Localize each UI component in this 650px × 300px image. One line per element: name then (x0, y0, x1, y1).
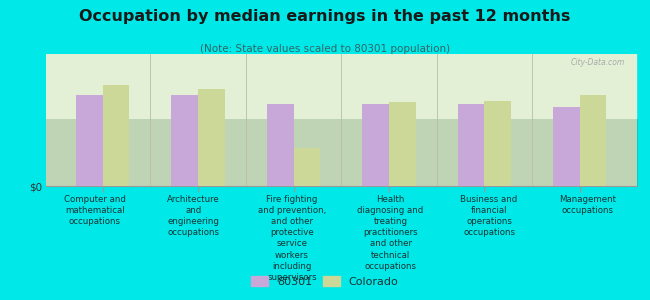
Text: Occupation by median earnings in the past 12 months: Occupation by median earnings in the pas… (79, 9, 571, 24)
Bar (484, 100, 511, 186)
Bar (76, 95, 103, 186)
Text: Architecture
and
engineering
occupations: Architecture and engineering occupations (167, 195, 220, 237)
Text: Health
diagnosing and
treating
practitioners
and other
technical
occupations: Health diagnosing and treating practitio… (358, 195, 424, 271)
Bar (580, 95, 606, 186)
Bar (389, 102, 415, 186)
Bar (458, 104, 484, 186)
Legend: 80301, Colorado: 80301, Colorado (247, 272, 403, 291)
Bar (103, 85, 129, 186)
Bar (172, 95, 198, 186)
Text: Fire fighting
and prevention,
and other
protective
service
workers
including
sup: Fire fighting and prevention, and other … (258, 195, 326, 282)
Bar (294, 148, 320, 186)
Bar (198, 89, 225, 186)
Text: (Note: State values scaled to 80301 population): (Note: State values scaled to 80301 popu… (200, 44, 450, 53)
Text: City-Data.com: City-Data.com (571, 58, 625, 67)
Bar (362, 104, 389, 186)
Text: Computer and
mathematical
occupations: Computer and mathematical occupations (64, 195, 125, 226)
Text: Management
occupations: Management occupations (559, 195, 616, 215)
Bar (553, 107, 580, 186)
Bar (267, 104, 294, 186)
Text: Business and
financial
operations
occupations: Business and financial operations occupa… (460, 195, 518, 237)
